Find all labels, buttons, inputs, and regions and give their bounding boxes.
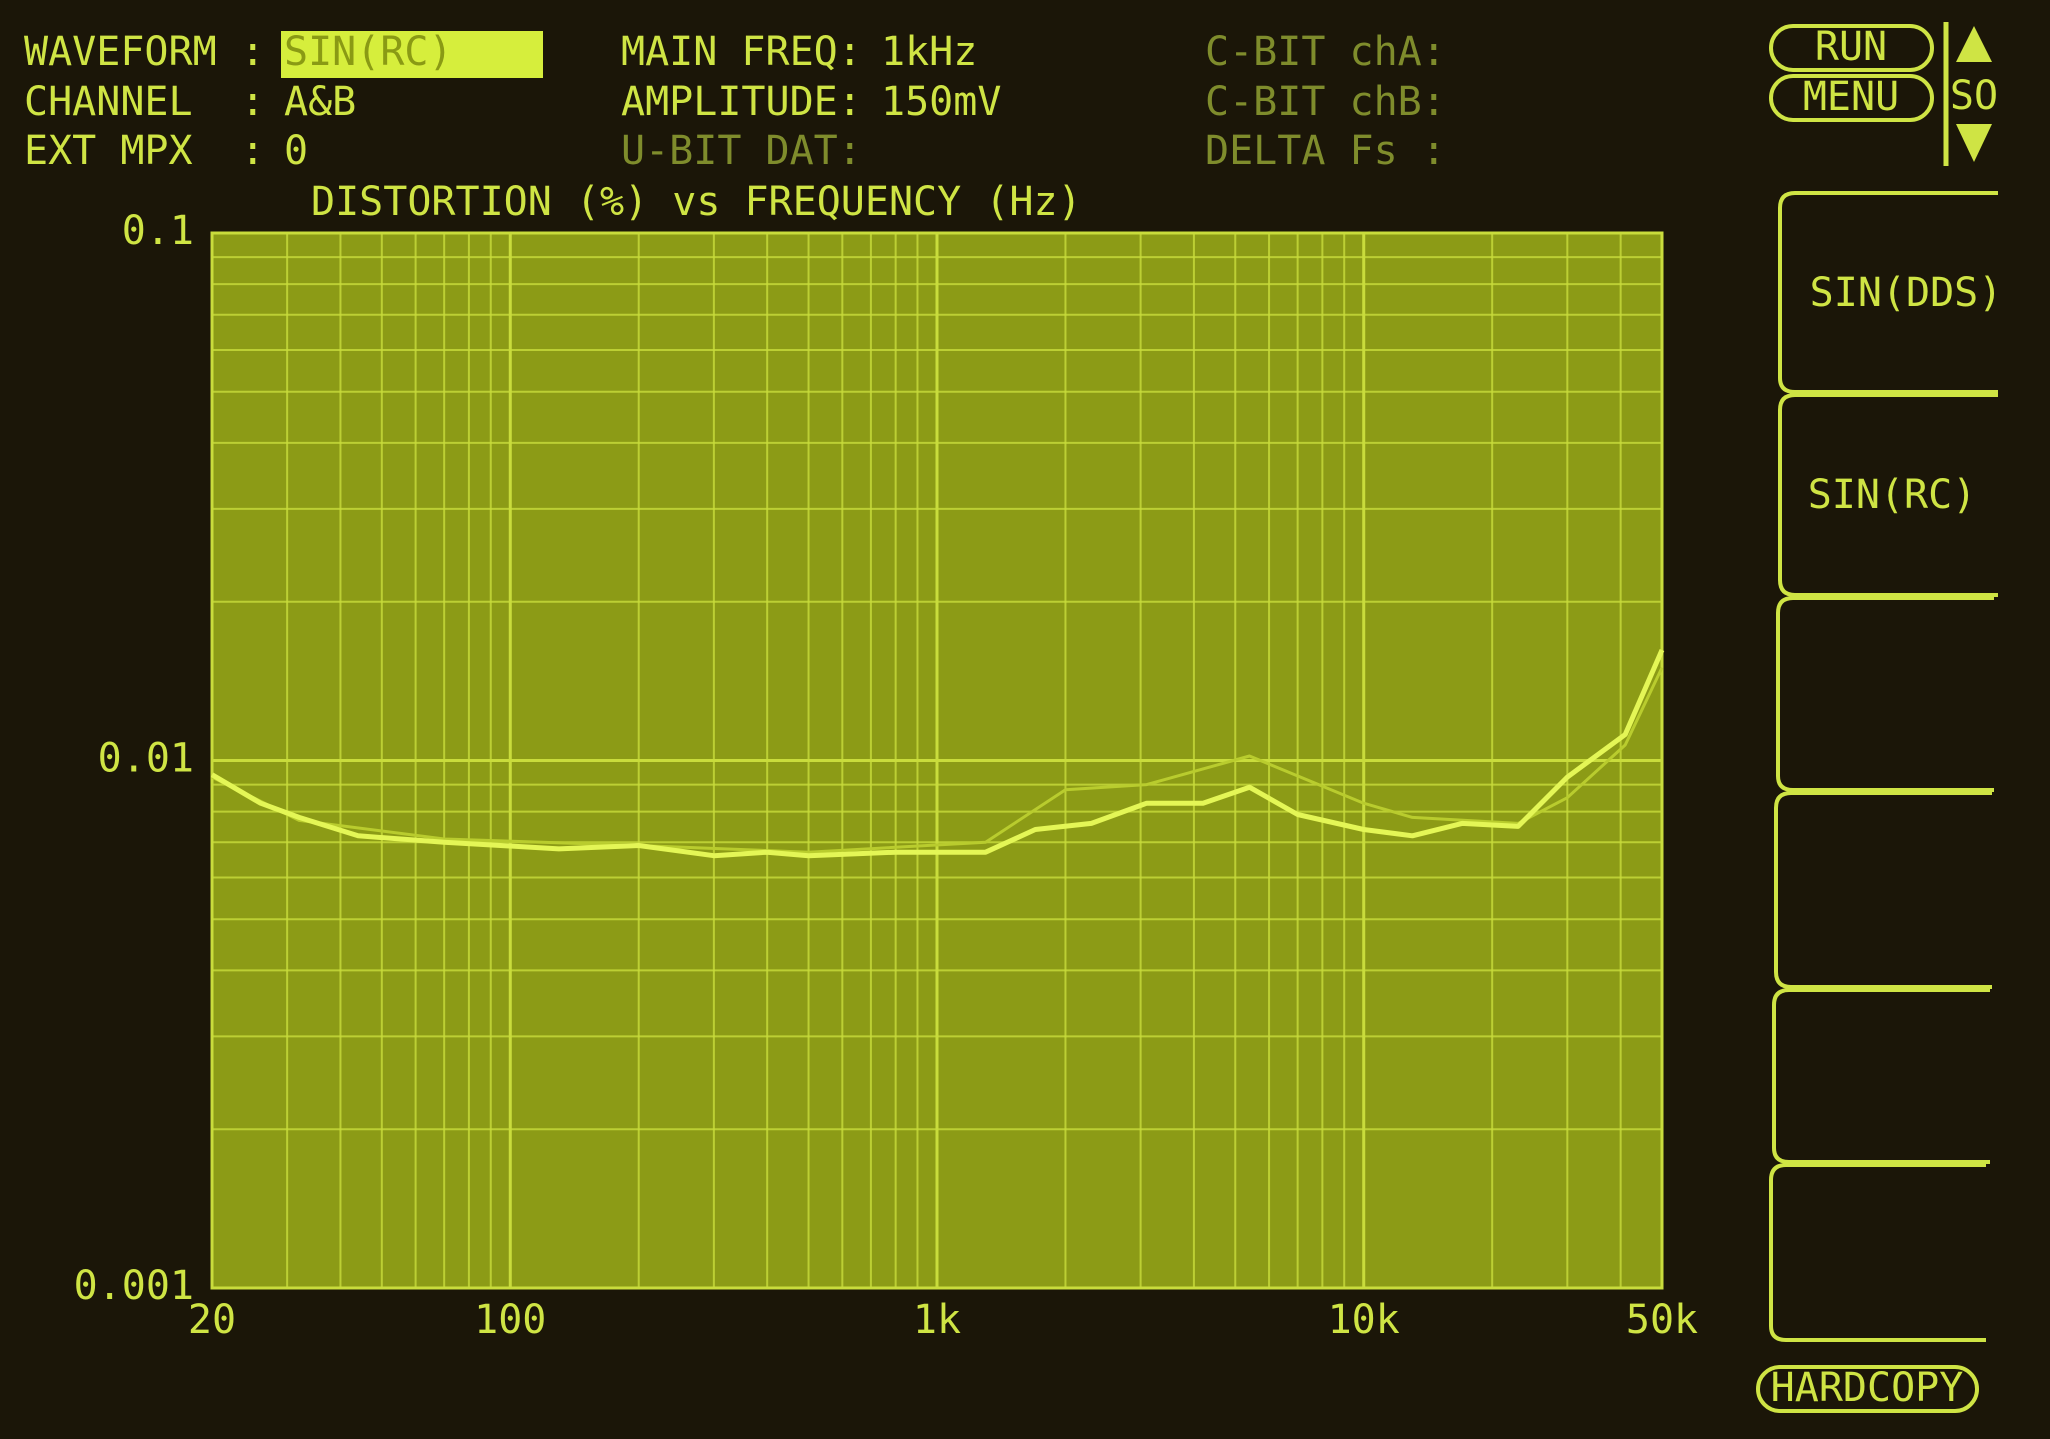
softkeys: SIN(DDS) SIN(RC) <box>1769 191 2003 1342</box>
scroll-up[interactable] <box>1956 26 1992 62</box>
field-value: 1kHz <box>881 29 977 75</box>
x-tick-label: 1k <box>913 1297 961 1343</box>
field-label: C-BIT chB: <box>1205 79 1446 125</box>
softkey[interactable] <box>1778 191 1998 394</box>
y-tick-label: 0.1 <box>122 208 194 254</box>
hardcopy-label: HARDCOPY <box>1771 1365 1964 1411</box>
series-line <box>211 666 1664 854</box>
field-label: MAIN FREQ: <box>621 29 862 75</box>
plot-frame <box>210 231 1664 1290</box>
softkey-label: SIN(RC) <box>1808 472 1977 518</box>
field-label: CHANNEL : <box>24 79 265 125</box>
field-label: C-BIT chA: <box>1205 29 1446 75</box>
run-label: RUN <box>1815 24 1887 70</box>
run-button[interactable] <box>1769 24 1934 72</box>
field-value: 150mV <box>881 79 1001 125</box>
y-tick-label: 0.001 <box>74 1263 194 1309</box>
highlight <box>281 31 543 78</box>
field-label: DELTA Fs : <box>1205 128 1446 174</box>
plot: 0.001 0.01 0.1 20 100 1k 10k 50k <box>74 208 1699 1343</box>
y-tick-label: 0.01 <box>98 736 194 782</box>
softkey[interactable] <box>1776 596 1994 792</box>
scroll-label: SO <box>1950 73 1998 119</box>
field-value: A&B <box>284 79 356 125</box>
menu-label: MENU <box>1803 74 1899 120</box>
field-label: EXT MPX : <box>24 128 265 174</box>
field-value: 0 <box>284 128 308 174</box>
x-tick-label: 50k <box>1626 1297 1698 1343</box>
field-label: WAVEFORM : <box>24 29 265 75</box>
x-tick-label: 10k <box>1328 1297 1400 1343</box>
hardcopy-button[interactable] <box>1756 1365 1979 1413</box>
softkey-label: SIN(DDS) <box>1810 270 2003 316</box>
field-label: U-BIT DAT: <box>621 128 862 174</box>
x-tick-label: 20 <box>188 1297 236 1343</box>
field-label: AMPLITUDE: <box>621 79 862 125</box>
softkey[interactable] <box>1778 393 1998 597</box>
chart-title: DISTORTION (%) vs FREQUENCY (Hz) <box>311 179 1082 225</box>
softkey[interactable] <box>1774 791 1992 989</box>
field-value: SIN(RC) <box>284 29 453 75</box>
series-line <box>210 649 1665 859</box>
scroll-down[interactable] <box>1956 124 1992 162</box>
softkey[interactable] <box>1769 1163 1986 1342</box>
x-tick-label: 100 <box>474 1297 546 1343</box>
menu-button[interactable] <box>1769 74 1934 122</box>
softkey[interactable] <box>1772 988 1990 1164</box>
